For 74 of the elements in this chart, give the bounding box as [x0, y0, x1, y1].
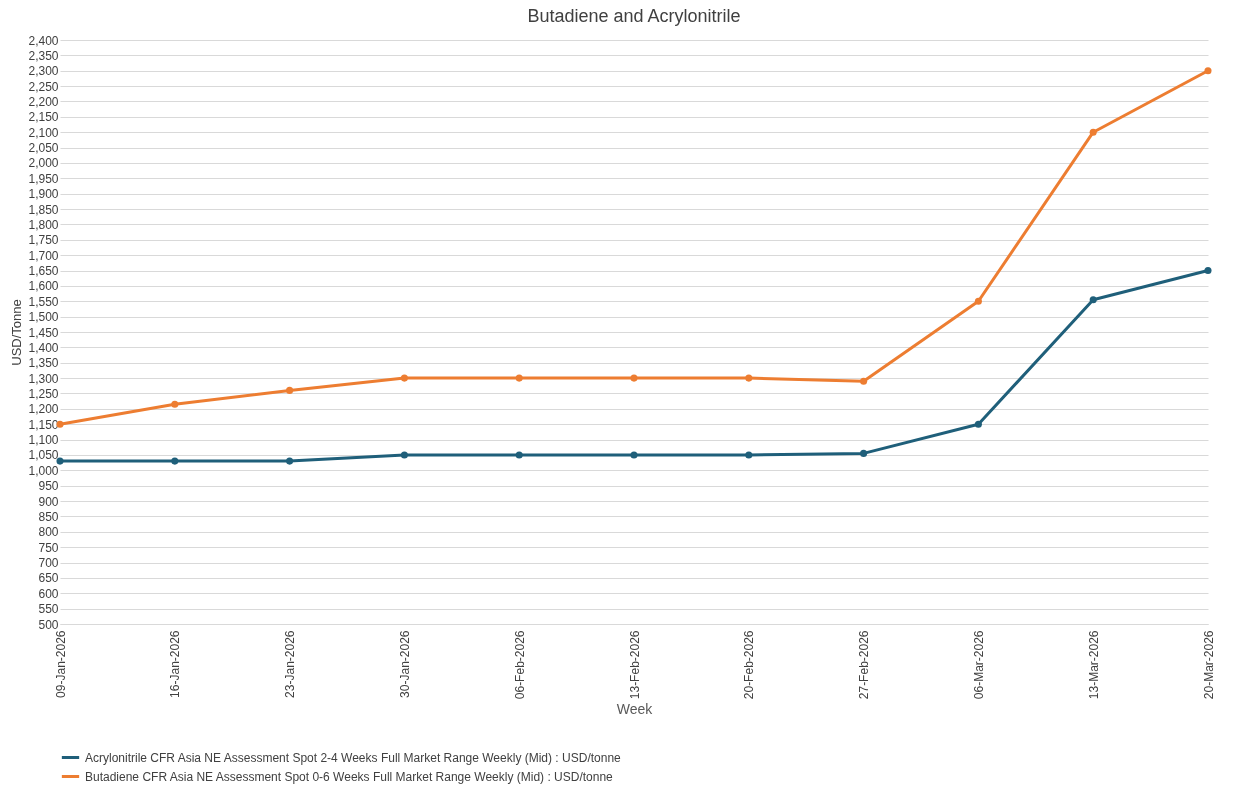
y-tick-label: 1,250: [28, 386, 59, 401]
y-tick-label: 1,750: [28, 233, 59, 248]
y-tick-label: 1,300: [28, 371, 59, 386]
legend-label: Acrylonitrile CFR Asia NE Assessment Spot 2-4 Weeks Full Market Range Weekly (Mid) : USD/tonne: [85, 750, 622, 765]
y-tick-label: 1,000: [28, 463, 59, 478]
y-tick-label: 2,250: [28, 79, 59, 94]
x-tick-label: 16-Jan-2026: [168, 630, 183, 698]
point: [745, 451, 753, 459]
y-tick-label: 1,700: [28, 248, 59, 263]
point: [286, 457, 294, 465]
y-tick-label: 1,800: [28, 217, 59, 232]
y-tick-label: 1,100: [28, 433, 59, 448]
point: [171, 457, 179, 465]
y-tick-label: 2,150: [28, 110, 59, 125]
x-tick-label: 06-Feb-2026: [512, 630, 527, 700]
y-tick-label: 2,000: [28, 156, 59, 171]
y-tick-label: 1,400: [28, 340, 59, 355]
point: [400, 451, 408, 459]
y-tick-label: 1,850: [28, 202, 59, 217]
x-tick-label: 20-Mar-2026: [1201, 630, 1216, 700]
x-axis-title: Week: [616, 701, 654, 718]
legend-label: Butadiene CFR Asia NE Assessment Spot 0-6 Weeks Full Market Range Weekly (Mid) : USD/tonne: [85, 769, 614, 784]
y-tick-label: 2,400: [28, 33, 59, 48]
x-tick-label: 09-Jan-2026: [53, 630, 68, 698]
y-tick-label: 700: [38, 556, 59, 571]
y-tick-label: 500: [38, 617, 59, 632]
y-tick-label: 1,200: [28, 402, 59, 417]
y-tick-label: 1,450: [28, 325, 59, 340]
point: [1204, 67, 1212, 75]
y-tick-label: 650: [38, 571, 59, 586]
y-tick-label: 1,650: [28, 264, 59, 279]
point: [515, 451, 523, 459]
x-tick-label: 06-Mar-2026: [971, 630, 986, 700]
point: [974, 420, 982, 428]
point: [630, 451, 638, 459]
y-tick-label: 2,050: [28, 141, 59, 156]
point: [400, 374, 408, 382]
y-tick-label: 1,350: [28, 356, 59, 371]
point: [1089, 128, 1097, 136]
y-tick-label: 1,500: [28, 310, 59, 325]
y-tick-label: 800: [38, 525, 59, 540]
y-tick-label: 2,100: [28, 125, 59, 140]
y-tick-label: 600: [38, 586, 59, 601]
point: [630, 374, 638, 382]
y-tick-label: 900: [38, 494, 59, 509]
point: [1204, 267, 1212, 275]
point: [1089, 296, 1097, 304]
point: [745, 374, 753, 382]
y-tick-label: 1,900: [28, 187, 59, 202]
y-tick-label: 850: [38, 509, 59, 524]
point: [171, 400, 179, 408]
x-tick-label: 30-Jan-2026: [397, 630, 412, 698]
x-tick-label: 13-Mar-2026: [1086, 630, 1101, 700]
point: [286, 386, 294, 394]
point: [860, 377, 868, 385]
point: [515, 374, 523, 382]
y-tick-label: 2,200: [28, 94, 59, 109]
x-tick-label: 27-Feb-2026: [857, 630, 872, 700]
x-tick-label: 20-Feb-2026: [742, 630, 757, 700]
chart-title: Butadiene and Acrylonitrile: [527, 6, 741, 26]
x-tick-label: 23-Jan-2026: [283, 630, 298, 698]
y-tick-label: 1,950: [28, 171, 59, 186]
y-tick-label: 950: [38, 479, 59, 494]
y-axis-title: USD/Tonne: [9, 299, 25, 366]
x-tick-label: 13-Feb-2026: [627, 630, 642, 700]
point: [974, 297, 982, 305]
y-tick-label: 1,550: [28, 294, 59, 309]
y-tick-label: 1,050: [28, 448, 59, 463]
y-tick-label: 1,600: [28, 279, 59, 294]
y-tick-label: 550: [38, 602, 59, 617]
y-tick-label: 2,350: [28, 48, 59, 63]
point: [860, 449, 868, 457]
y-tick-label: 750: [38, 540, 59, 555]
y-tick-label: 2,300: [28, 64, 59, 79]
